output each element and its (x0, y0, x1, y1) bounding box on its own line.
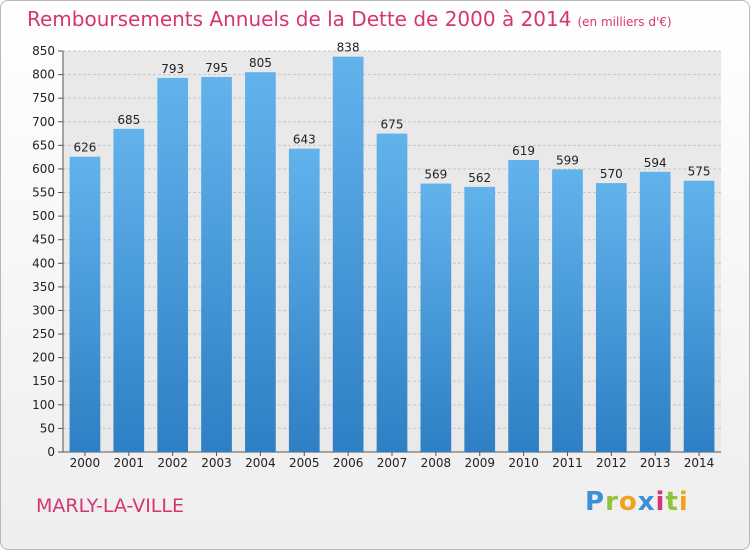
bar-2010 (508, 159, 539, 452)
value-label-2007: 675 (381, 118, 404, 132)
y-tick-label: 450 (32, 233, 55, 247)
y-tick-label: 600 (32, 162, 55, 176)
x-tick-label-2005: 2005 (289, 456, 320, 470)
x-tick-label-2006: 2006 (333, 456, 364, 470)
y-tick-label: 700 (32, 115, 55, 129)
y-tick-label: 550 (32, 186, 55, 200)
bar-2012 (595, 183, 627, 452)
y-tick-label: 850 (32, 44, 55, 58)
value-label-2000: 626 (73, 141, 96, 155)
y-tick-label: 650 (32, 138, 55, 152)
value-label-2012: 570 (600, 167, 623, 181)
value-label-2008: 569 (424, 168, 447, 182)
y-tick-label: 300 (32, 303, 55, 317)
y-tick-label: 250 (32, 327, 55, 341)
x-tick-label-2010: 2010 (508, 456, 539, 470)
x-tick-label-2014: 2014 (684, 456, 715, 470)
x-tick-label-2003: 2003 (201, 456, 232, 470)
y-tick-label: 350 (32, 280, 55, 294)
y-tick-label: 750 (32, 91, 55, 105)
y-tick-label: 200 (32, 351, 55, 365)
bar-2003 (201, 76, 232, 453)
x-tick-label-2013: 2013 (640, 456, 671, 470)
x-tick-label-2007: 2007 (377, 456, 408, 470)
chart-unit: (en milliers d'€) (577, 15, 672, 29)
bar-2004 (245, 72, 276, 453)
bar-2007 (376, 133, 408, 452)
x-tick-label-2001: 2001 (114, 456, 145, 470)
value-label-2003: 795 (205, 61, 228, 75)
x-tick-label-2009: 2009 (464, 456, 495, 470)
y-tick-label: 500 (32, 209, 55, 223)
y-tick-label: 100 (32, 398, 55, 412)
x-tick-label-2002: 2002 (157, 456, 188, 470)
value-label-2006: 838 (337, 41, 360, 55)
y-tick-label: 50 (40, 421, 55, 435)
x-tick-label-2004: 2004 (245, 456, 276, 470)
value-label-2010: 619 (512, 144, 535, 158)
chart-title-text: Remboursements Annuels de la Dette de 20… (27, 7, 572, 31)
value-label-2014: 575 (688, 165, 711, 179)
value-label-2005: 643 (293, 133, 316, 147)
bar-2001 (113, 128, 145, 452)
bar-2014 (683, 180, 715, 452)
value-label-2004: 805 (249, 56, 272, 70)
bar-2008 (420, 183, 452, 452)
y-tick-label: 800 (32, 68, 55, 82)
chart-title: Remboursements Annuels de la Dette de 20… (27, 7, 672, 31)
y-tick-label: 150 (32, 374, 55, 388)
x-tick-label-2011: 2011 (552, 456, 583, 470)
x-tick-label-2012: 2012 (596, 456, 627, 470)
city-name: MARLY-LA-VILLE (36, 495, 184, 517)
y-tick-label: 0 (47, 445, 55, 459)
y-tick-label: 400 (32, 256, 55, 270)
bar-2013 (639, 171, 671, 452)
bar-2009 (464, 186, 496, 453)
bar-2006 (332, 56, 364, 453)
value-label-2013: 594 (644, 156, 667, 170)
x-tick-label-2008: 2008 (421, 456, 452, 470)
value-label-2009: 562 (468, 171, 491, 185)
value-label-2002: 793 (161, 62, 184, 76)
bar-2005 (288, 148, 320, 453)
value-label-2001: 685 (117, 113, 140, 127)
bar-2000 (69, 156, 101, 452)
bar-2011 (552, 169, 583, 452)
value-label-2011: 599 (556, 153, 579, 167)
proxiti-logo: Proxiti (585, 487, 689, 517)
x-tick-label-2000: 2000 (70, 456, 101, 470)
bar-2002 (157, 77, 189, 452)
